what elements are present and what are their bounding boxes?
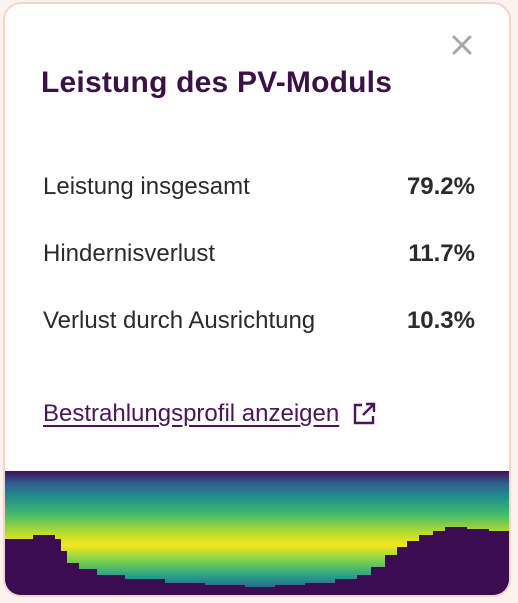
panel-title: Leistung des PV-Moduls: [41, 66, 393, 99]
irradiation-profile-graphic: [5, 471, 509, 595]
metric-value: 79.2%: [406, 173, 475, 200]
metric-label: Hindernisverlust: [43, 240, 216, 267]
external-link-icon: [354, 402, 376, 425]
close-icon[interactable]: [449, 32, 475, 58]
obstruction-silhouette: [5, 527, 509, 595]
metrics-list: Leistung insgesamt 79.2% Hindernisverlus…: [43, 170, 475, 371]
metric-label: Leistung insgesamt: [43, 173, 250, 200]
metric-row-obstruction: Hindernisverlust 11.7%: [43, 237, 475, 271]
irradiation-profile-link[interactable]: Bestrahlungsprofil anzeigen: [43, 400, 377, 428]
metric-label: Verlust durch Ausrichtung: [43, 307, 316, 334]
metric-value: 10.3%: [406, 307, 475, 334]
metric-row-orientation: Verlust durch Ausrichtung 10.3%: [43, 304, 475, 338]
link-label[interactable]: Bestrahlungsprofil anzeigen: [43, 400, 340, 427]
metric-value: 11.7%: [408, 240, 475, 267]
metric-row-total: Leistung insgesamt 79.2%: [43, 170, 475, 204]
pv-module-panel: Leistung des PV-Moduls Leistung insgesam…: [3, 2, 511, 597]
